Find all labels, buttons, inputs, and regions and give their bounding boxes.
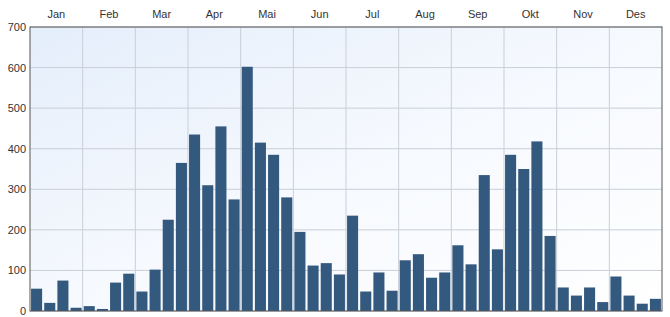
y-tick-label: 300 (8, 183, 26, 195)
x-tick-label: Feb (100, 8, 119, 20)
x-tick-label: Jul (365, 8, 379, 20)
bar (150, 270, 161, 311)
bar (163, 220, 174, 311)
category-separator (240, 27, 241, 311)
bar (400, 260, 411, 311)
x-tick-label: Mar (152, 8, 171, 20)
x-tick-label: Sep (468, 8, 488, 20)
bar (505, 155, 516, 311)
bar (413, 254, 424, 311)
bar (215, 126, 226, 311)
bar (229, 199, 240, 311)
bars (31, 67, 661, 311)
category-separator (451, 27, 452, 311)
y-tick-label: 0 (20, 305, 26, 317)
x-tick-label: Nov (573, 8, 593, 20)
chart: 0 100 200 300 400 500 600 700 Jan Feb Mar Apr Mai Jun… (0, 0, 670, 317)
x-tick-label: Mai (258, 8, 276, 20)
category-separator (609, 27, 610, 311)
x-tick-label: Apr (206, 8, 223, 20)
bar (334, 274, 345, 311)
bar (176, 163, 187, 311)
bar (360, 292, 371, 311)
bar (466, 264, 477, 311)
bar (31, 289, 42, 311)
plot-frame (30, 27, 662, 311)
y-tick-label: 600 (8, 62, 26, 74)
category-separator (398, 27, 399, 311)
bar (255, 143, 266, 311)
bar (373, 272, 384, 311)
bar (650, 299, 661, 311)
x-tick-label: Des (626, 8, 646, 20)
bar (308, 266, 319, 311)
bar (531, 141, 542, 311)
bar (281, 197, 292, 311)
category-separator (346, 27, 347, 311)
bar (136, 292, 147, 311)
y-tick-label: 500 (8, 102, 26, 114)
y-tick-label: 400 (8, 143, 26, 155)
y-tick-label: 700 (8, 21, 26, 33)
bar (558, 287, 569, 311)
bar (452, 245, 463, 311)
bar (84, 306, 95, 311)
bar (571, 296, 582, 311)
bar (189, 135, 200, 311)
bar (624, 296, 635, 311)
category-separator (504, 27, 505, 311)
bar (545, 236, 556, 311)
bar (518, 169, 529, 311)
bar (347, 216, 358, 311)
category-separator (556, 27, 557, 311)
category-separator (293, 27, 294, 311)
bar (44, 303, 55, 311)
x-tick-label: Jun (311, 8, 329, 20)
bar (610, 277, 621, 311)
bar (110, 283, 121, 311)
bar (597, 302, 608, 311)
bar (202, 185, 213, 311)
category-separator (188, 27, 189, 311)
bar (637, 304, 648, 311)
bar (584, 287, 595, 311)
category-separator (135, 27, 136, 311)
bar (492, 249, 503, 311)
bar (479, 175, 490, 311)
chart-container: 0 100 200 300 400 500 600 700 Jan Feb Mar Apr Mai Jun… (0, 0, 670, 317)
category-separator (82, 27, 83, 311)
bar (294, 232, 305, 311)
bar (426, 278, 437, 311)
plot-background (30, 27, 662, 311)
bar (268, 155, 279, 311)
x-tick-label: Okt (522, 8, 539, 20)
bar (321, 263, 332, 311)
x-tick-label: Jan (47, 8, 65, 20)
x-tick-label: Aug (415, 8, 435, 20)
bar (57, 281, 68, 311)
bar (242, 67, 253, 311)
bar (123, 274, 134, 311)
y-tick-label: 200 (8, 224, 26, 236)
y-tick-label: 100 (8, 264, 26, 276)
bar (439, 272, 450, 311)
bar (387, 291, 398, 311)
